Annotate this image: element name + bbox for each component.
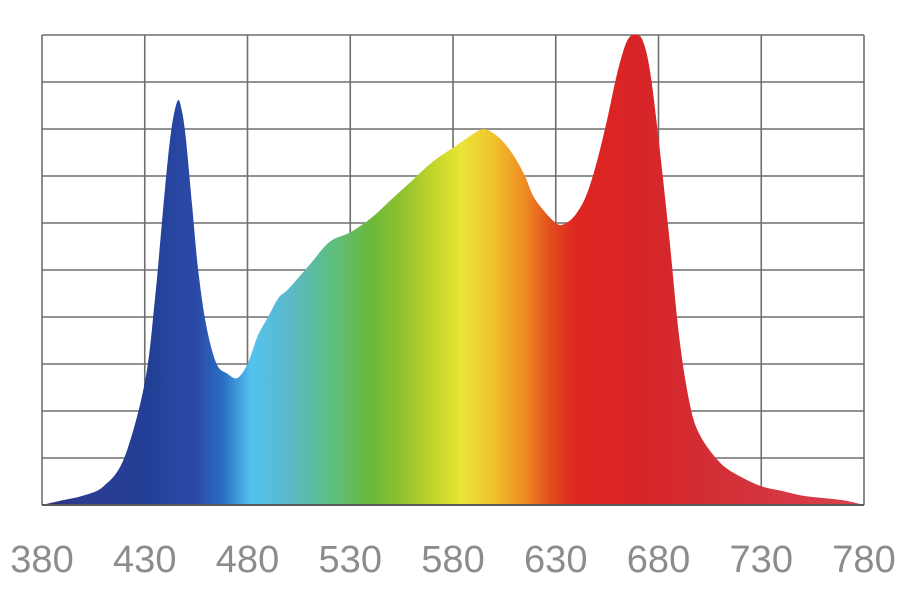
x-tick-label: 580: [421, 539, 484, 581]
spectrum-area: [42, 34, 864, 506]
x-tick-label: 430: [113, 539, 176, 581]
x-tick-label: 680: [627, 539, 690, 581]
x-tick-labels: 380 430 480 530 580 630 680 730 780: [10, 539, 895, 581]
spectrum-area-layer: [42, 34, 864, 506]
x-tick-label: 730: [730, 539, 793, 581]
x-tick-label: 380: [10, 539, 73, 581]
x-tick-label: 480: [216, 539, 279, 581]
x-tick-label: 530: [319, 539, 382, 581]
x-tick-label: 630: [524, 539, 587, 581]
x-tick-label: 780: [832, 539, 895, 581]
